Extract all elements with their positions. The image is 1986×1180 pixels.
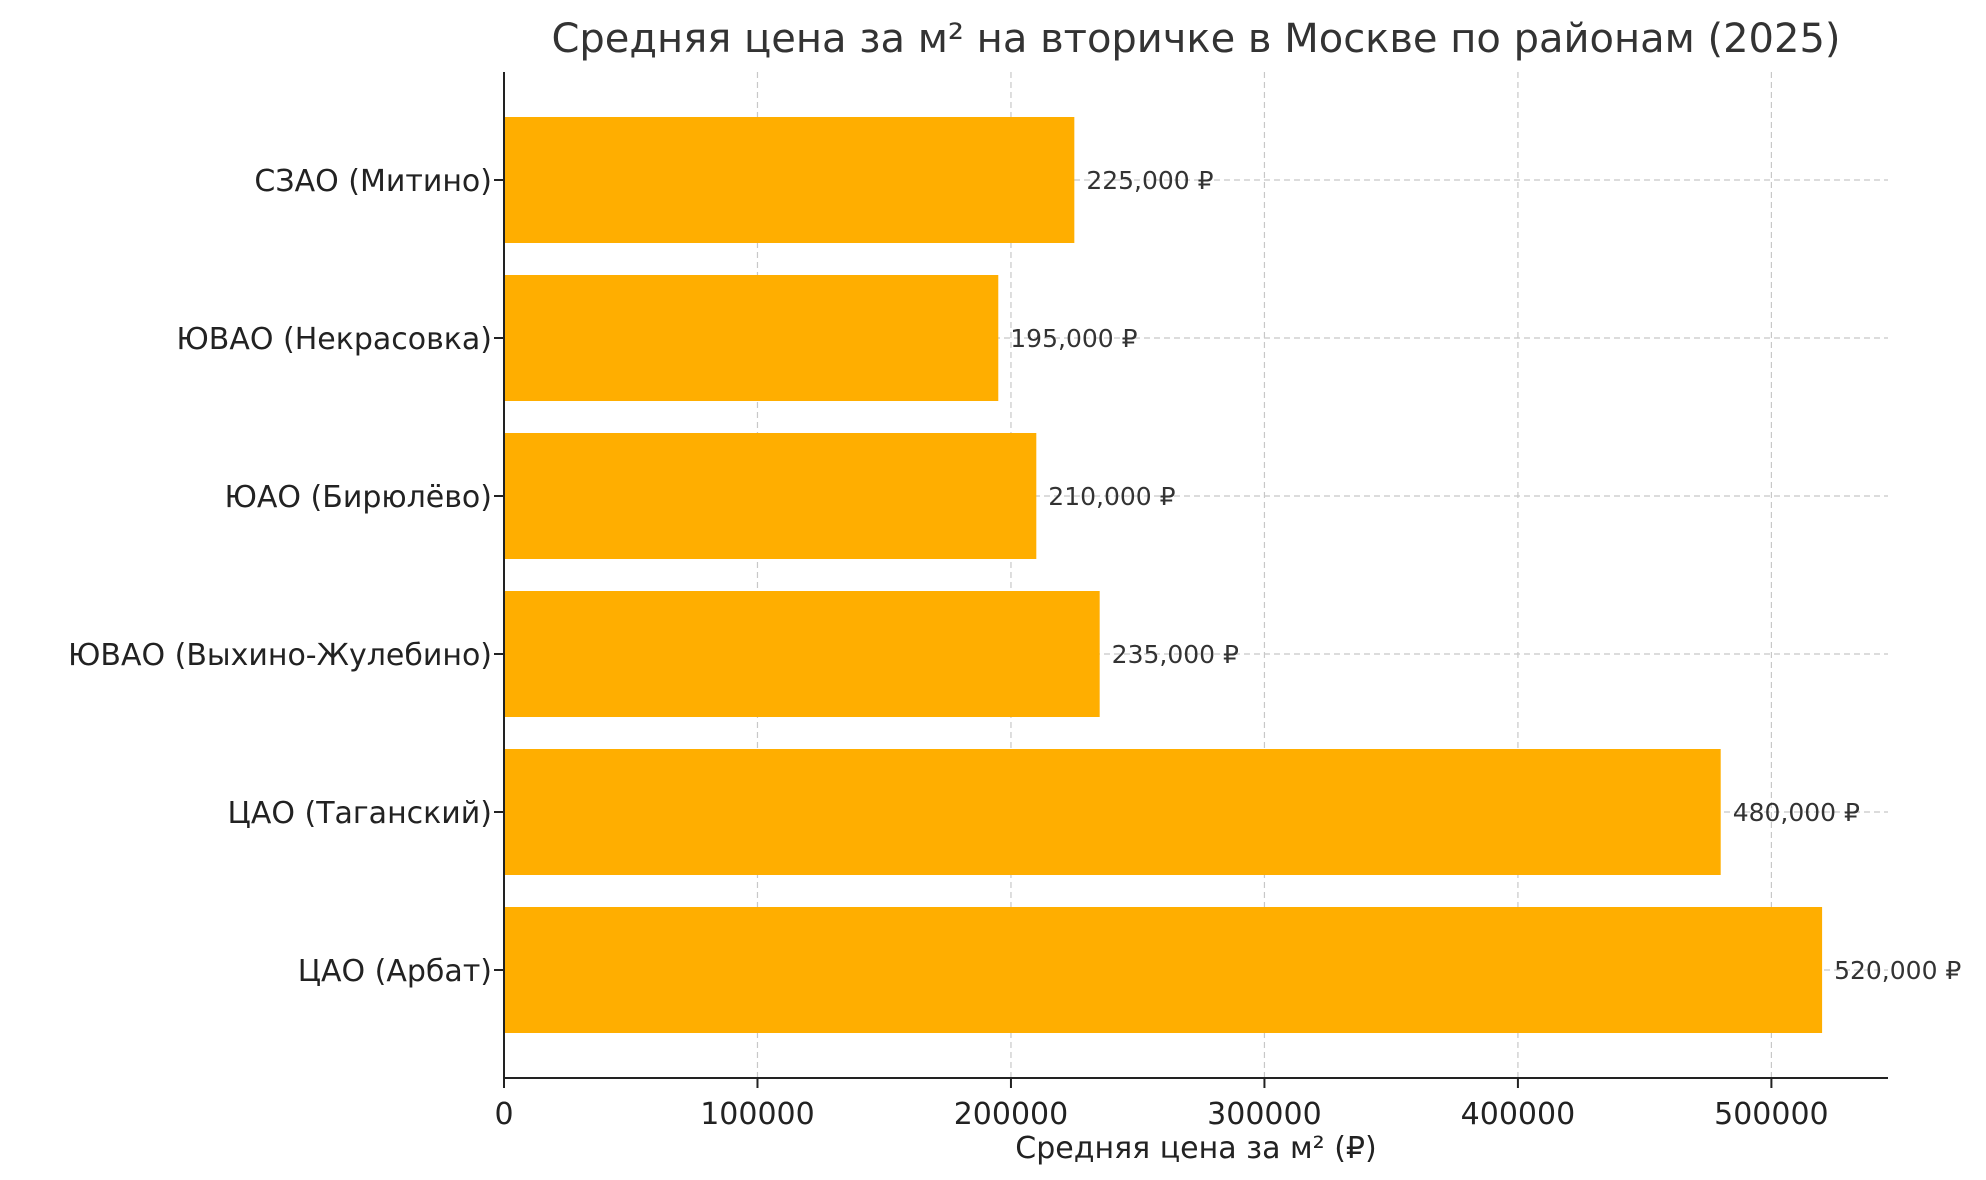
data-label: 235,000 ₽ <box>1112 640 1239 669</box>
bar <box>504 433 1037 559</box>
category-label: ЮАО (Бирюлёво) <box>224 480 492 515</box>
category-label: ЦАО (Таганский) <box>228 796 492 831</box>
category-label: ЮВАО (Некрасовка) <box>176 322 492 357</box>
bar <box>504 591 1100 717</box>
data-label: 480,000 ₽ <box>1733 798 1860 827</box>
value-labels: 225,000 ₽ 195,000 ₽ 210,000 ₽ 235,000 ₽ 480,… <box>1010 166 1961 985</box>
axes-layer: 0 100000 200000 300000 400000 500000 <box>494 72 1888 1132</box>
category-label: ЦАО (Арбат) <box>298 954 492 989</box>
data-label: 210,000 ₽ <box>1048 482 1175 511</box>
category-label: ЮВАО (Выхино-Жулебино) <box>68 638 492 673</box>
x-tick-label: 0 <box>494 1097 513 1132</box>
x-tick-label: 100000 <box>700 1097 815 1132</box>
data-label: 520,000 ₽ <box>1834 956 1961 985</box>
x-axis-title: Средняя цена за м² (₽) <box>1015 1131 1376 1166</box>
x-tick-label: 200000 <box>954 1097 1069 1132</box>
bars-layer <box>504 117 1823 1033</box>
x-tick-label: 400000 <box>1461 1097 1576 1132</box>
bar <box>504 907 1823 1033</box>
bar <box>504 275 999 401</box>
x-tick-label: 300000 <box>1207 1097 1322 1132</box>
bar <box>504 117 1075 243</box>
chart-title: Средняя цена за м² на вторичке в Москве … <box>551 16 1840 62</box>
data-label: 195,000 ₽ <box>1010 324 1137 353</box>
data-label: 225,000 ₽ <box>1086 166 1213 195</box>
category-label: СЗАО (Митино) <box>254 164 492 199</box>
category-labels: СЗАО (Митино) ЮВАО (Некрасовка) ЮАО (Бирюл… <box>68 164 492 989</box>
bar <box>504 749 1721 875</box>
x-tick-label: 500000 <box>1714 1097 1829 1132</box>
